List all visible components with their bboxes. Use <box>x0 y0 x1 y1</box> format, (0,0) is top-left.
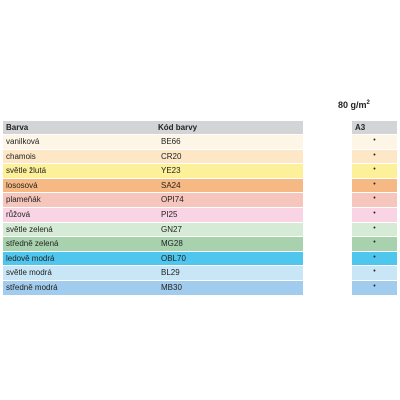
availability-mark: • <box>373 166 376 174</box>
a3-row: • <box>352 280 397 296</box>
color-name: středně zelená <box>6 239 59 249</box>
color-name: světle modrá <box>6 268 52 278</box>
a3-row: • <box>352 266 397 281</box>
a3-row: • <box>352 164 397 179</box>
color-code: GN27 <box>161 224 182 234</box>
table-row: světle modrá BL29 <box>3 266 303 281</box>
color-code: OPI74 <box>161 195 184 205</box>
color-name: vanilková <box>6 137 40 146</box>
availability-mark: • <box>373 239 376 247</box>
availability-mark: • <box>373 253 376 261</box>
a3-row: • <box>352 135 397 150</box>
color-code: BE66 <box>161 137 181 146</box>
table-row: světle zelená GN27 <box>3 222 303 238</box>
availability-mark: • <box>373 195 376 203</box>
table-header-size: A3 <box>352 121 397 134</box>
header-color-code: Kód barvy <box>158 123 198 132</box>
table-row: lososová SA24 <box>3 178 303 194</box>
color-name: růžová <box>6 209 31 219</box>
availability-mark: • <box>373 282 376 290</box>
a3-row: • <box>352 207 397 223</box>
availability-mark: • <box>373 151 376 159</box>
availability-mark: • <box>373 180 376 188</box>
color-list: vanilková BE66 chamois CR20 světle žlutá YE23… <box>3 135 303 296</box>
table-row: středně zelená MG28 <box>3 237 303 252</box>
header-a3: A3 <box>355 123 366 132</box>
color-name: světle žlutá <box>6 166 47 176</box>
table-row: plameňák OPI74 <box>3 193 303 208</box>
color-code: YE23 <box>161 166 181 176</box>
color-name: ledově modrá <box>6 253 55 263</box>
table-row: chamois CR20 <box>3 149 303 165</box>
color-code: MB30 <box>161 282 182 292</box>
color-code: MG28 <box>161 239 183 249</box>
availability-mark: • <box>373 209 376 217</box>
a3-row: • <box>352 193 397 208</box>
color-code: CR20 <box>161 151 182 161</box>
color-code: SA24 <box>161 180 181 190</box>
color-code: BL29 <box>161 268 180 278</box>
color-name: plameňák <box>6 195 41 205</box>
table-row: ledově modrá OBL70 <box>3 251 303 267</box>
paper-weight-label: 80 g/m2 <box>338 100 370 110</box>
color-code: OBL70 <box>161 253 186 263</box>
a3-row: • <box>352 251 397 267</box>
table-row: růžová PI25 <box>3 207 303 223</box>
color-code: PI25 <box>161 209 178 219</box>
a3-row: • <box>352 149 397 165</box>
header-color-name: Barva <box>6 123 29 132</box>
a3-row: • <box>352 178 397 194</box>
color-name: středně modrá <box>6 282 58 292</box>
availability-mark: • <box>373 137 376 144</box>
color-name: lososová <box>6 180 38 190</box>
table-row: vanilková BE66 <box>3 135 303 150</box>
a3-availability-list: • • • • • • • • • • • <box>352 135 397 296</box>
table-row: světle žlutá YE23 <box>3 164 303 179</box>
table-row: středně modrá MB30 <box>3 280 303 296</box>
color-name: světle zelená <box>6 224 53 234</box>
availability-mark: • <box>373 224 376 232</box>
table-header: Barva Kód barvy <box>3 121 303 134</box>
a3-row: • <box>352 222 397 238</box>
availability-mark: • <box>373 268 376 276</box>
color-name: chamois <box>6 151 36 161</box>
a3-row: • <box>352 237 397 252</box>
